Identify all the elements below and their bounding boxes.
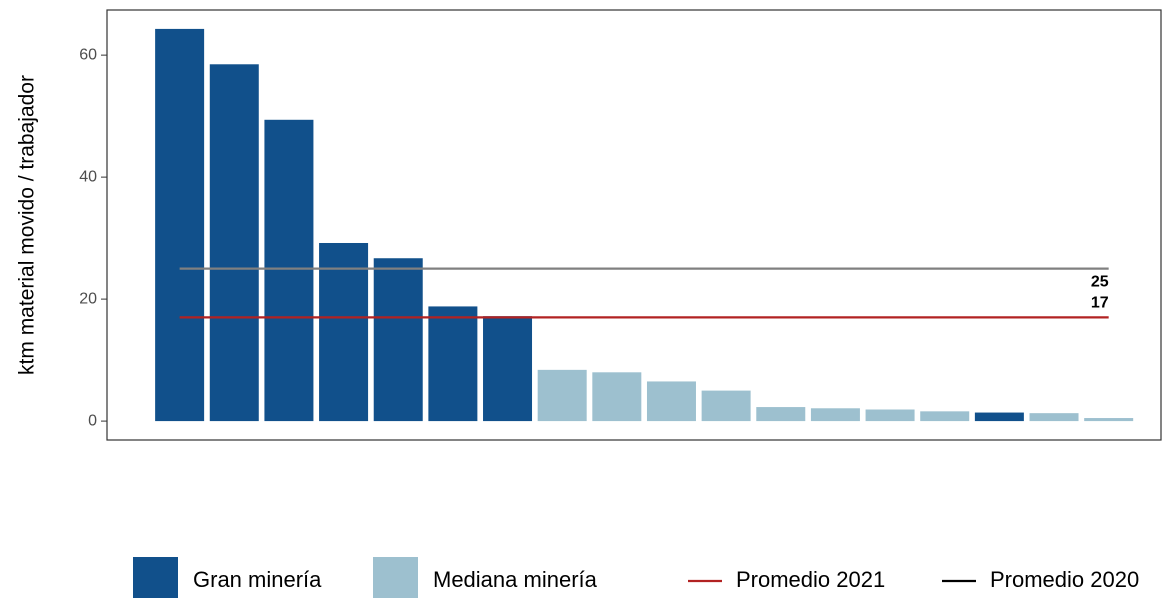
legend-label: Promedio 2020 (990, 567, 1139, 592)
bar (1084, 418, 1134, 422)
bar (483, 316, 533, 422)
bar (865, 409, 915, 422)
bar (428, 306, 478, 422)
bar (920, 411, 970, 422)
bar (810, 408, 860, 422)
bar (264, 119, 314, 422)
bar (209, 64, 259, 422)
average-label: 25 (1091, 274, 1109, 291)
y-axis-title: ktm material movido / trabajador (16, 75, 39, 375)
bar (537, 369, 587, 422)
legend-label: Gran minería (193, 567, 322, 592)
bar (592, 372, 642, 422)
plot-panel (106, 9, 1162, 441)
bar (319, 242, 369, 422)
bar (155, 28, 205, 422)
legend-label: Promedio 2021 (736, 567, 885, 592)
bar (1029, 413, 1079, 422)
bar (373, 258, 423, 422)
bar (646, 381, 696, 422)
legend-swatch (373, 557, 418, 598)
legend-swatch (133, 557, 178, 598)
y-tick-label: 0 (88, 412, 97, 429)
bar (756, 407, 806, 422)
bar (701, 390, 751, 422)
bar (974, 412, 1024, 422)
average-label: 17 (1091, 295, 1109, 312)
y-tick-label: 20 (79, 290, 97, 307)
y-tick-label: 60 (79, 46, 97, 63)
legend-label: Mediana minería (433, 567, 598, 592)
y-tick-label: 40 (79, 168, 97, 185)
